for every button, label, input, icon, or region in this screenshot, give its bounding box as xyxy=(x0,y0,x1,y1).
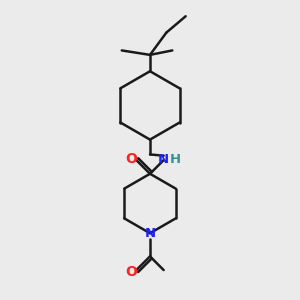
Text: N: N xyxy=(158,153,169,166)
Text: O: O xyxy=(125,265,137,279)
Text: H: H xyxy=(170,153,181,166)
Text: O: O xyxy=(125,152,137,166)
Text: N: N xyxy=(144,227,156,240)
